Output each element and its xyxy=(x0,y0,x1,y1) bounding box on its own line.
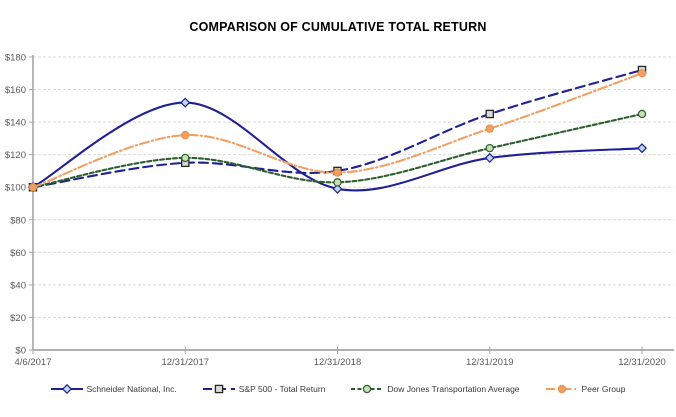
svg-text:$40: $40 xyxy=(10,280,26,291)
svg-text:$100: $100 xyxy=(5,183,26,194)
chart-title: COMPARISON OF CUMULATIVE TOTAL RETURN xyxy=(189,20,487,34)
svg-text:4/6/2017: 4/6/2017 xyxy=(15,357,52,368)
legend-label-peer-group: Peer Group xyxy=(581,384,626,394)
svg-text:12/31/2020: 12/31/2020 xyxy=(618,357,666,368)
svg-text:$160: $160 xyxy=(5,85,26,96)
svg-text:$120: $120 xyxy=(5,150,26,161)
legend-item-sp500: S&P 500 - Total Return xyxy=(202,384,326,394)
legend-item-schneider: Schneider National, Inc. xyxy=(50,384,177,394)
legend-item-dow-jones-transportation: Dow Jones Transportation Average xyxy=(351,384,520,394)
svg-text:$20: $20 xyxy=(10,313,26,324)
svg-text:12/31/2019: 12/31/2019 xyxy=(466,357,514,368)
chart-svg: $0 $20 $40 $60 $80 $100 $120 $140 $160 $180 4/6/20… xyxy=(5,53,674,368)
legend-swatch-sp500 xyxy=(202,384,235,394)
svg-text:$180: $180 xyxy=(5,53,26,64)
svg-text:$80: $80 xyxy=(10,215,26,226)
legend-label-dow-jones-transportation: Dow Jones Transportation Average xyxy=(387,384,520,394)
chart-legend: Schneider National, Inc. S&P 500 - Total… xyxy=(0,384,676,394)
svg-text:12/31/2017: 12/31/2017 xyxy=(161,357,209,368)
legend-swatch-schneider xyxy=(50,384,83,394)
svg-text:$0: $0 xyxy=(15,346,26,357)
legend-item-peer-group: Peer Group xyxy=(545,384,626,394)
svg-text:$140: $140 xyxy=(5,118,26,129)
legend-swatch-dow-jones-transportation xyxy=(351,384,384,394)
svg-text:12/31/2018: 12/31/2018 xyxy=(314,357,362,368)
legend-label-sp500: S&P 500 - Total Return xyxy=(238,384,326,394)
legend-swatch-peer-group xyxy=(545,384,578,394)
legend-label-schneider: Schneider National, Inc. xyxy=(86,384,177,394)
svg-text:$60: $60 xyxy=(10,248,26,259)
